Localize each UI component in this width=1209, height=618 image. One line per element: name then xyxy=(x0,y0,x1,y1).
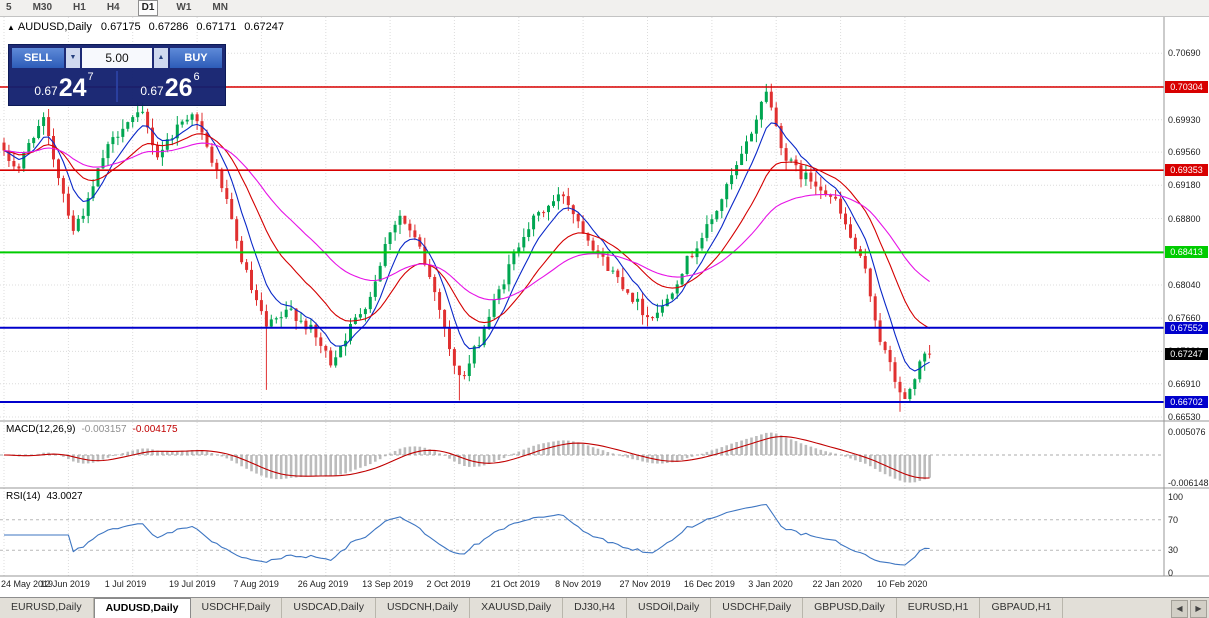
ohlc-open: 0.67175 xyxy=(100,21,141,33)
date-axis-label: 7 Aug 2019 xyxy=(233,579,279,589)
price-axis-label: 0.69180 xyxy=(1168,180,1201,191)
chart-tab-GBPUSD-Daily[interactable]: GBPUSD,Daily xyxy=(803,598,897,618)
macd-signal-line xyxy=(3,435,930,479)
candles-group xyxy=(2,83,932,412)
buy-price-big: 26 xyxy=(164,74,193,102)
macd-title: MACD(12,26,9) xyxy=(6,424,76,435)
chart-area[interactable]: ▲ AUDUSD,Daily 0.67175 0.67286 0.67171 0.6724… xyxy=(0,17,1209,597)
volume-down-button[interactable]: ▼ xyxy=(66,48,80,68)
moving-averages-group xyxy=(3,122,930,372)
date-axis-label: 13 Sep 2019 xyxy=(362,579,414,589)
timeframe-button-D1[interactable]: D1 xyxy=(137,0,159,16)
sell-price-prefix: 0.67 xyxy=(34,84,58,98)
sell-price-display[interactable]: 0.67 24 7 xyxy=(12,71,116,102)
chart-tab-USDCHF-Daily[interactable]: USDCHF,Daily xyxy=(191,598,283,618)
volume-up-button[interactable]: ▲ xyxy=(154,48,168,68)
sell-price-big: 24 xyxy=(58,74,87,102)
date-axis-label: 22 Jan 2020 xyxy=(812,579,863,589)
timeframe-button-5[interactable]: 5 xyxy=(6,2,12,13)
one-click-trading-panel: SELL ▼ 5.00 ▲ BUY 0.67 24 7 0.67 26 6 xyxy=(8,44,226,106)
macd-label: MACD(12,26,9) -0.003157 -0.004175 xyxy=(6,424,178,435)
chart-tab-DJ30-H4[interactable]: DJ30,H4 xyxy=(563,598,628,618)
sell-button[interactable]: SELL xyxy=(12,48,64,68)
chart-tab-EURUSD-Daily[interactable]: EURUSD,Daily xyxy=(0,598,94,618)
chart-tab-XAUUSD-Daily[interactable]: XAUUSD,Daily xyxy=(470,598,564,618)
ohlc-high: 0.67286 xyxy=(148,21,189,33)
ohlc-close: 0.67247 xyxy=(244,21,284,33)
timeframe-button-H1[interactable]: H1 xyxy=(73,2,86,13)
level-badge: 0.68413 xyxy=(1165,246,1208,259)
date-axis-label: 21 Oct 2019 xyxy=(490,579,540,589)
rsi-label: RSI(14) 43.0027 xyxy=(6,491,83,502)
buy-price-sup: 6 xyxy=(193,71,200,83)
chart-tab-USDCHF-Daily[interactable]: USDCHF,Daily xyxy=(711,598,804,618)
volume-input[interactable]: 5.00 xyxy=(82,48,152,68)
macd-axis-label: 0.005076 xyxy=(1168,426,1206,437)
date-axis-label: 16 Dec 2019 xyxy=(683,579,735,589)
date-axis-label: 1 Jul 2019 xyxy=(104,579,147,589)
timeframe-button-H4[interactable]: H4 xyxy=(106,2,120,13)
date-axis-label: 3 Jan 2020 xyxy=(748,579,793,589)
date-axis-label: 19 Jul 2019 xyxy=(169,579,216,589)
rsi-axis-label: 100 xyxy=(1168,492,1184,502)
date-axis-label: 27 Nov 2019 xyxy=(619,579,671,589)
rsi-axis-label: 0 xyxy=(1168,568,1174,578)
rsi-axis-label: 30 xyxy=(1168,545,1179,556)
chart-tab-AUDUSD-Daily[interactable]: AUDUSD,Daily xyxy=(93,598,191,618)
sell-price-sup: 7 xyxy=(87,71,94,83)
tabs-scroll-left-button[interactable]: ◀ xyxy=(1171,600,1188,618)
level-badge: 0.70304 xyxy=(1165,81,1208,93)
rsi-axis-label: 70 xyxy=(1168,514,1179,525)
rsi-value: 43.0027 xyxy=(46,491,83,502)
price-axis-label: 0.67660 xyxy=(1168,313,1201,324)
chart-tab-USDCAD-Daily[interactable]: USDCAD,Daily xyxy=(282,598,376,618)
price-axis-label: 0.69930 xyxy=(1168,114,1201,125)
price-axis-label: 0.68040 xyxy=(1168,279,1201,290)
level-badge: 0.67552 xyxy=(1165,321,1208,334)
chart-tab-USDOil-Daily[interactable]: USDOil,Daily xyxy=(627,598,712,618)
current-price-badge: 0.67247 xyxy=(1165,348,1208,361)
symbol-label: AUDUSD,Daily xyxy=(17,21,92,33)
date-axis-label: 2 Oct 2019 xyxy=(426,579,471,589)
timeframe-toolbar: 5 M30 H1 H4 D1 W1 MN xyxy=(0,0,1209,17)
buy-button[interactable]: BUY xyxy=(170,48,222,68)
timeframe-button-MN[interactable]: MN xyxy=(212,2,228,13)
rsi-title: RSI(14) xyxy=(6,491,41,502)
expand-icon: ▲ xyxy=(7,23,15,32)
date-axis-label: 10 Feb 2020 xyxy=(876,579,928,589)
buy-price-prefix: 0.67 xyxy=(140,84,164,98)
date-axis-label: 12 Jun 2019 xyxy=(40,579,90,589)
timeframe-button-W1[interactable]: W1 xyxy=(176,2,192,13)
tabs-scroll-right-button[interactable]: ▶ xyxy=(1190,600,1207,618)
level-badge: 0.66702 xyxy=(1165,395,1208,408)
chart-tabs-bar: EURUSD,Daily AUDUSD,Daily USDCHF,Daily USDC… xyxy=(0,597,1209,618)
level-badge: 0.69353 xyxy=(1165,164,1208,177)
buy-price-display[interactable]: 0.67 26 6 xyxy=(118,71,222,102)
price-chart-svg xyxy=(0,17,1209,577)
date-axis-label: 24 May 2019 xyxy=(1,579,54,589)
date-axis-label: 26 Aug 2019 xyxy=(297,579,349,589)
macd-signal-value: -0.004175 xyxy=(132,424,178,435)
rsi-line xyxy=(4,503,930,566)
macd-axis-label: -0.006148 xyxy=(1168,477,1209,488)
price-axis-label: 0.68800 xyxy=(1168,213,1201,224)
macd-histogram-group xyxy=(7,432,931,483)
symbol-ohlc-line: ▲ AUDUSD,Daily 0.67175 0.67286 0.67171 0.6724… xyxy=(7,21,292,33)
macd-main-value: -0.003157 xyxy=(81,424,127,435)
price-axis-label: 0.69560 xyxy=(1168,147,1201,158)
ohlc-low: 0.67171 xyxy=(196,21,237,33)
chart-tab-GBPAUD-H1[interactable]: GBPAUD,H1 xyxy=(980,598,1064,618)
price-axis-label: 0.66530 xyxy=(1168,412,1201,423)
price-divider xyxy=(116,71,118,102)
timeframe-button-M30[interactable]: M30 xyxy=(32,2,53,13)
chart-tab-USDCNH-Daily[interactable]: USDCNH,Daily xyxy=(376,598,471,618)
chart-tab-EURUSD-H1[interactable]: EURUSD,H1 xyxy=(897,598,981,618)
price-axis-label: 0.66910 xyxy=(1168,378,1201,389)
date-axis-label: 8 Nov 2019 xyxy=(555,579,602,589)
price-axis-label: 0.70690 xyxy=(1168,48,1201,59)
